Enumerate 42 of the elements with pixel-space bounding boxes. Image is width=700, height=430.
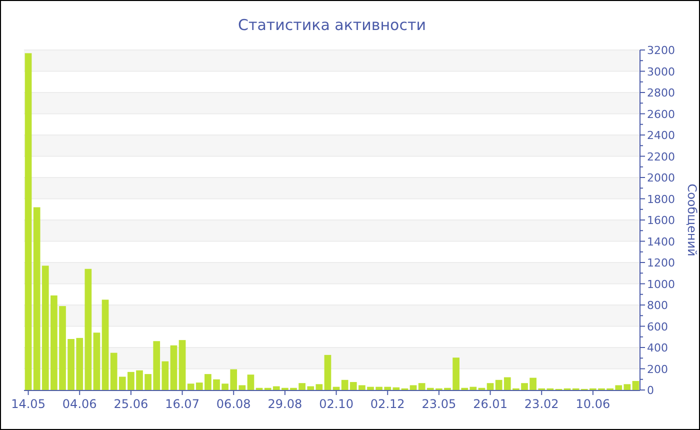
x-tick-label: 04.06 [62, 397, 97, 411]
bar [632, 380, 640, 390]
bar [332, 386, 340, 390]
y-tick-label: 2800 [647, 86, 675, 100]
chart-title: Статистика активности [238, 16, 426, 34]
y-tick-label: 200 [647, 362, 668, 376]
y-tick-label: 3000 [647, 65, 675, 78]
x-tick-label: 10.06 [576, 397, 610, 411]
x-tick-label: 02.12 [370, 397, 405, 411]
x-tick-label: 29.08 [268, 397, 302, 411]
y-tick-label: 2600 [647, 108, 675, 121]
y-tick-label: 400 [647, 342, 668, 354]
bar [170, 345, 178, 390]
y-tick-label: 1600 [647, 214, 675, 227]
bar [178, 340, 186, 390]
y-tick-label: 1200 [647, 256, 675, 270]
x-tick-label: 06.08 [216, 397, 251, 411]
bar [24, 53, 32, 390]
y-tick-label: 800 [647, 299, 668, 312]
bar [324, 354, 332, 390]
y-tick-label: 2000 [647, 172, 675, 184]
x-tick-label: 02.10 [319, 397, 354, 411]
x-tick-label: 26.01 [473, 397, 508, 411]
y-tick-label: 0 [647, 384, 654, 397]
y-tick-label: 1000 [647, 278, 675, 291]
bar [247, 374, 254, 390]
bar [486, 383, 494, 390]
y-axis-title: Сообщений [685, 184, 699, 256]
y-tick-label: 600 [647, 320, 668, 334]
bar [93, 332, 100, 390]
y-tick-label: 1800 [647, 192, 675, 206]
x-tick-label: 25.06 [114, 397, 148, 411]
y-tick-label: 2400 [647, 129, 675, 142]
x-tick-label: 14.05 [11, 397, 46, 411]
y-tick-label: 1400 [647, 235, 675, 248]
x-tick-label: 23.02 [524, 397, 559, 411]
bar [102, 300, 109, 390]
y-tick-label: 2200 [647, 150, 675, 164]
x-tick-label: 16.07 [165, 397, 200, 411]
y-tick-label: 3200 [647, 44, 675, 57]
x-tick-label: 23.05 [422, 397, 456, 411]
bar [410, 385, 417, 390]
